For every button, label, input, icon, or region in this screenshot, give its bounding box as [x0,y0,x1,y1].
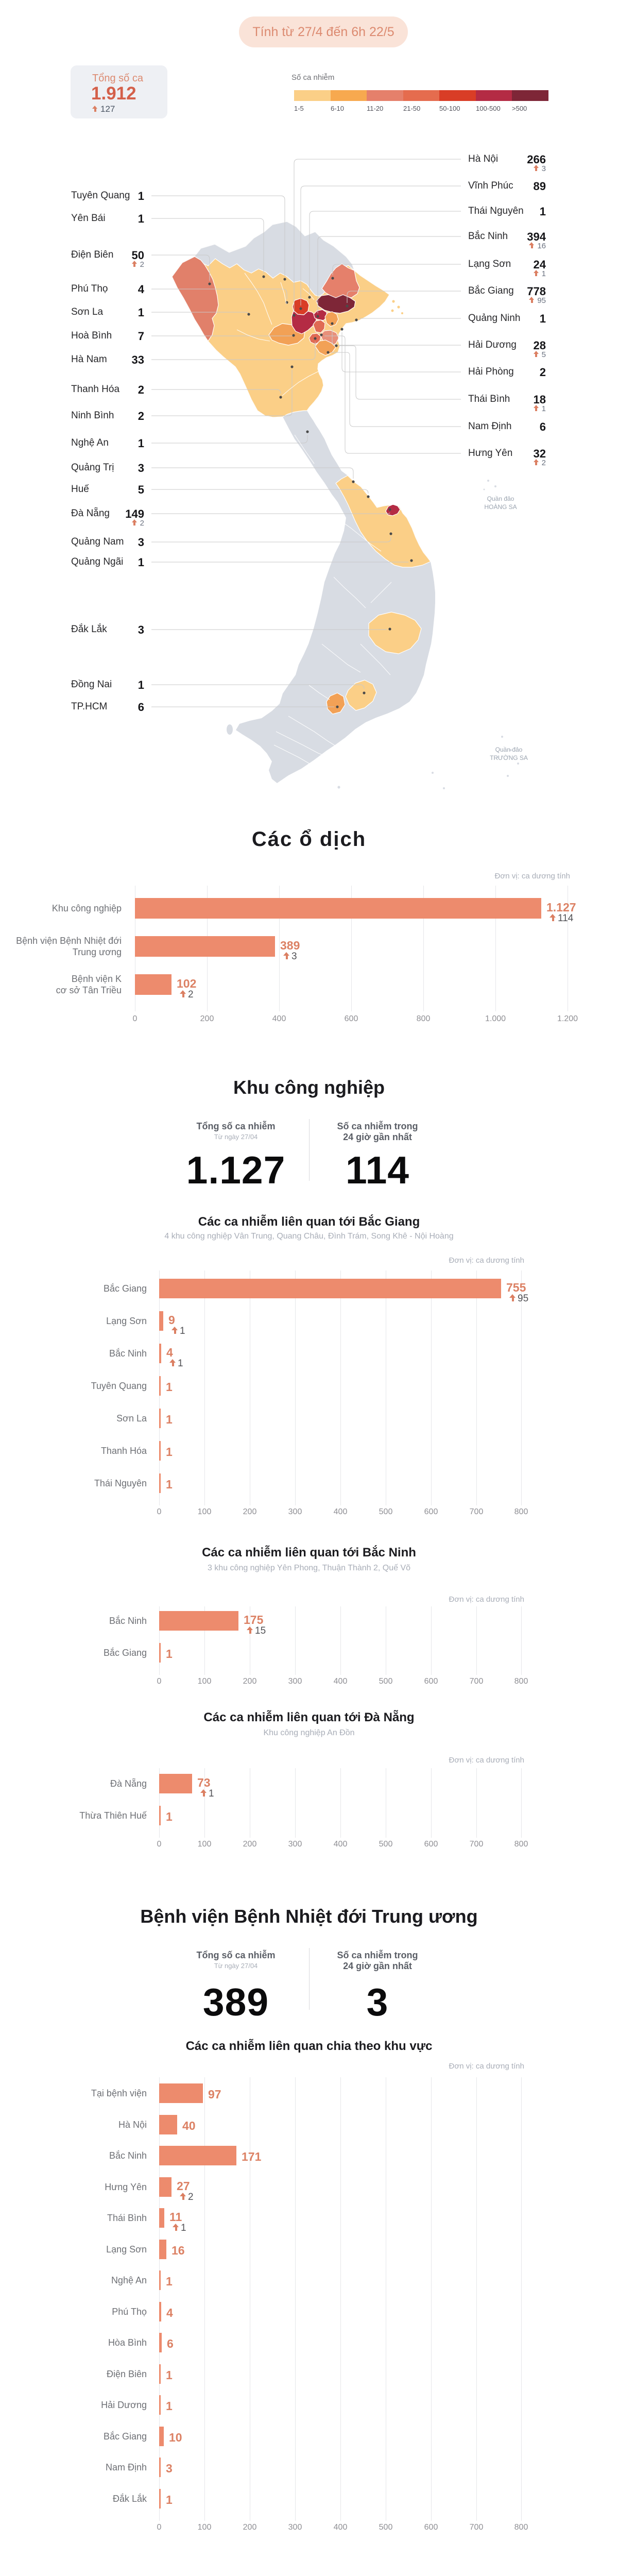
svg-text:TRƯỜNG SA: TRƯỜNG SA [490,754,528,761]
svg-text:HOÀNG SA: HOÀNG SA [484,503,517,511]
svg-text:Quần đảo: Quần đảo [495,746,523,753]
svg-text:Quần đảo: Quần đảo [487,495,514,502]
